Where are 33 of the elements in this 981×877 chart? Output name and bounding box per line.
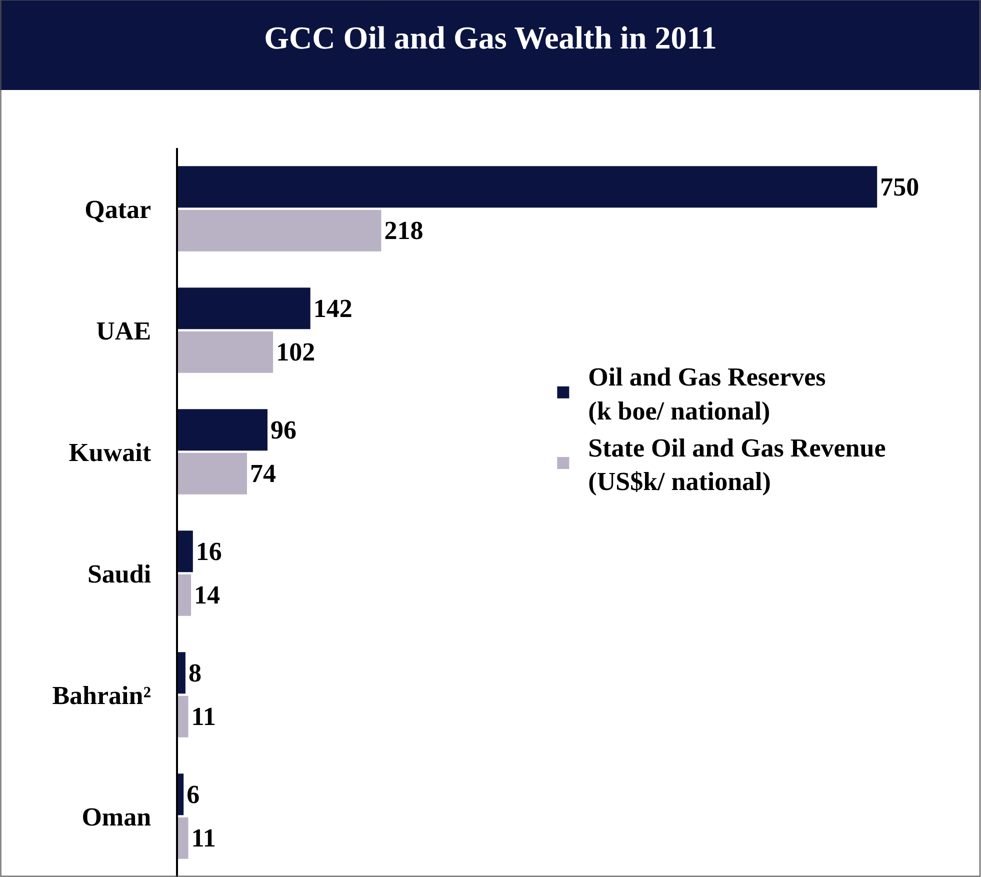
data-label: 96: [270, 415, 296, 444]
data-label: 11: [191, 824, 216, 853]
bar: [178, 696, 188, 738]
data-label: 142: [313, 294, 352, 323]
bar: [178, 210, 382, 252]
bar: [178, 452, 247, 494]
bar: [178, 166, 878, 208]
data-label: 102: [276, 338, 316, 367]
data-label: 14: [194, 580, 220, 610]
y-tick-label: Bahrain²: [52, 680, 152, 710]
data-label: 74: [250, 459, 276, 488]
data-label: 11: [191, 702, 216, 732]
chart-title: GCC Oil and Gas Wealth in 2011: [264, 20, 717, 56]
data-label: 6: [186, 780, 200, 809]
y-tick-label: UAE: [96, 316, 152, 346]
y-tick-label: Kuwait: [68, 438, 152, 467]
data-label: 750: [880, 172, 920, 202]
legend-label: State Oil and Gas Revenue (US$k/ national): [588, 433, 886, 496]
bar: [178, 817, 188, 859]
bar: [178, 574, 192, 616]
bar: [178, 409, 268, 451]
y-tick-label: Qatar: [84, 194, 152, 224]
bar: [178, 530, 193, 572]
y-tick-label: Oman: [82, 802, 152, 832]
bar: [178, 652, 186, 694]
data-label: 8: [188, 658, 202, 688]
bar: [178, 774, 184, 816]
bar: [178, 331, 274, 373]
data-label: 218: [384, 216, 424, 246]
legend-label: Oil and Gas Reserves (k boe/ national): [588, 362, 826, 426]
data-label: 16: [196, 536, 222, 566]
bar: [178, 288, 310, 330]
y-tick-label: Saudi: [87, 559, 152, 588]
